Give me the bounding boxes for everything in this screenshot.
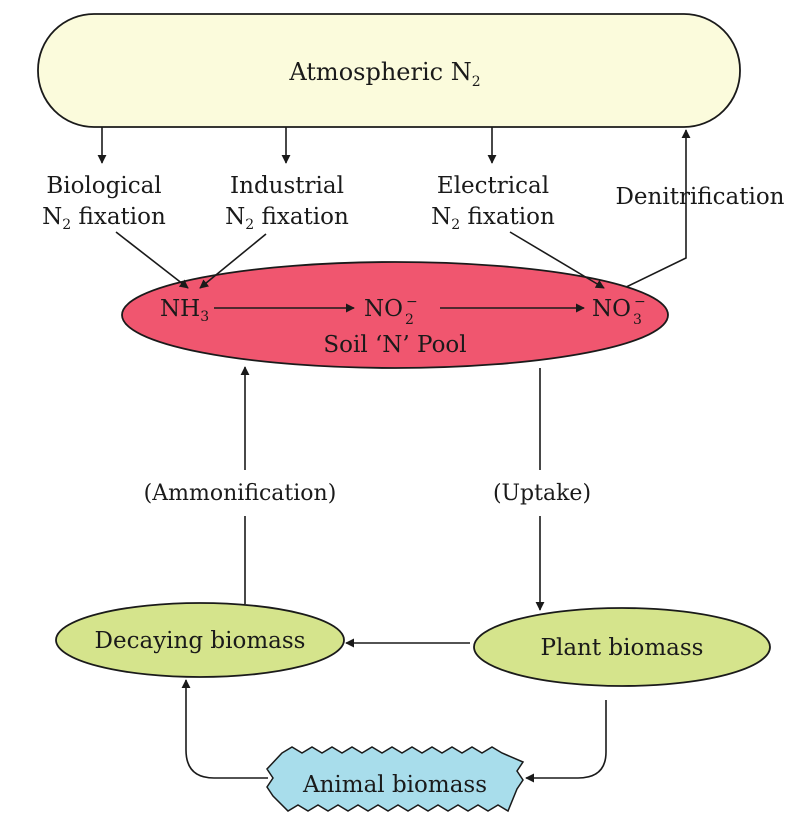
soil-pool-label: Soil ‘N’ Pool (323, 332, 466, 358)
atmosphere-box (37, 13, 741, 128)
decaying-biomass-label: Decaying biomass (95, 628, 306, 654)
denitrification-label: Denitrification (615, 184, 784, 210)
arrow-biological-to-nh3 (115, 231, 189, 289)
uptake-label: (Uptake) (493, 481, 591, 506)
plant-biomass-node (473, 607, 771, 687)
no2-label: NO 2− (364, 294, 418, 328)
arrow-industrial-to-nh3 (199, 233, 267, 289)
electrical-fixation-label-line1: Electrical (437, 173, 549, 199)
atmosphere-label: Atmospheric N2 (288, 58, 480, 90)
plant-biomass-label: Plant biomass (541, 635, 704, 661)
nh3-label: NH3 (160, 296, 209, 325)
no3-label: NO 3− (592, 294, 646, 328)
industrial-fixation-label-line1: Industrial (230, 173, 344, 199)
soil-n-pool (121, 261, 669, 369)
ammonification-label: (Ammonification) (144, 481, 337, 506)
animal-biomass-label: Animal biomass (302, 772, 487, 798)
electrical-fixation-label-line2: N2 fixation (431, 204, 555, 233)
biological-fixation-label-line2: N2 fixation (42, 204, 166, 233)
arrow-animal-to-decaying (181, 679, 268, 779)
decaying-biomass-node (55, 602, 345, 678)
arrow-plant-to-animal (525, 700, 607, 783)
animal-biomass-node (266, 746, 525, 813)
biological-fixation-label-line1: Biological (46, 173, 161, 199)
arrow-denitrification (619, 129, 691, 291)
arrow-electrical-to-no3 (509, 231, 605, 289)
industrial-fixation-label-line2: N2 fixation (225, 204, 349, 233)
